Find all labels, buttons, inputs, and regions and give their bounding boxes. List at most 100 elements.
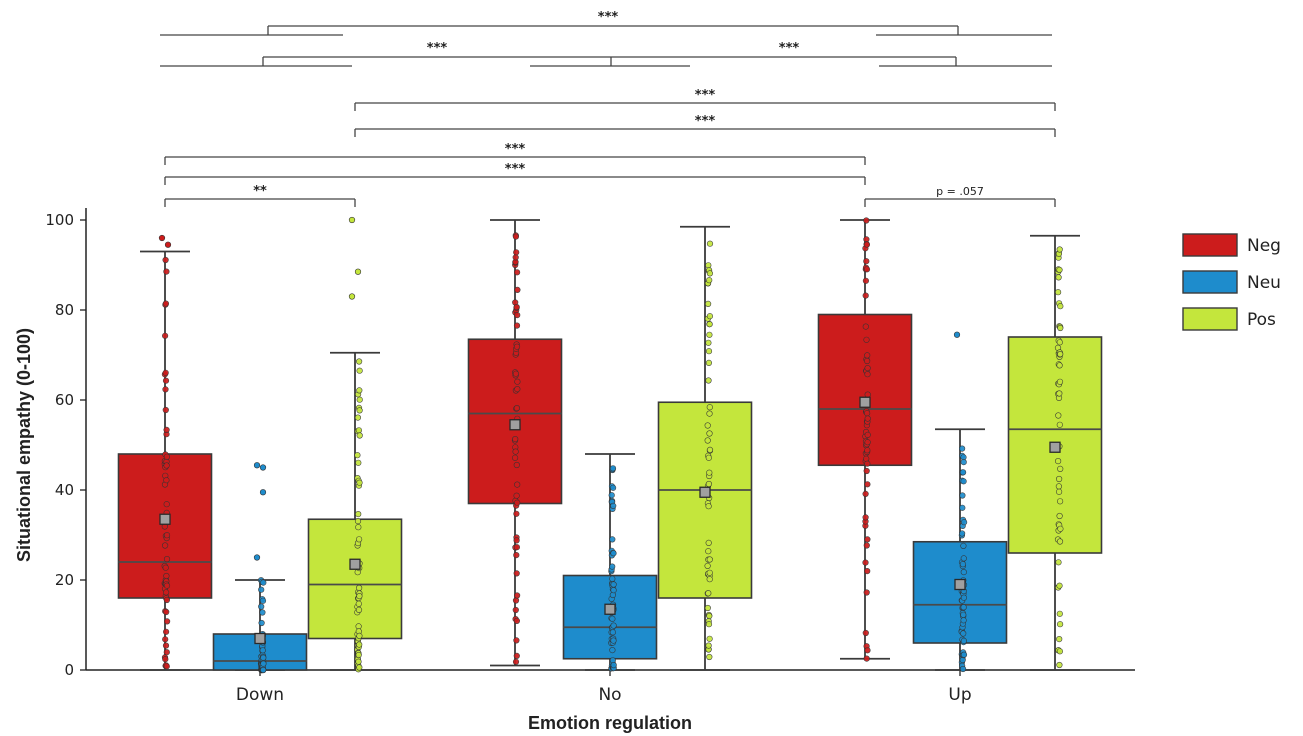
data-point — [356, 479, 363, 486]
outlier-point — [253, 462, 261, 469]
data-point — [355, 658, 362, 665]
data-point — [1056, 339, 1063, 346]
data-point — [610, 502, 617, 510]
data-point — [863, 655, 870, 662]
data-point — [354, 414, 362, 421]
data-point — [864, 536, 871, 543]
data-point — [163, 532, 171, 539]
data-point — [1057, 351, 1064, 358]
mean-marker — [159, 513, 171, 525]
data-point — [960, 604, 967, 611]
data-point — [162, 542, 169, 549]
data-point — [259, 647, 266, 654]
data-point — [864, 460, 871, 467]
data-point — [162, 564, 169, 571]
data-point — [355, 510, 362, 518]
data-point — [705, 348, 713, 355]
data-point — [163, 268, 170, 275]
data-point — [706, 576, 713, 583]
data-point — [959, 469, 967, 476]
data-point — [706, 556, 713, 563]
data-point — [162, 386, 169, 393]
data-point — [862, 559, 869, 566]
data-point — [356, 387, 363, 394]
data-point — [610, 587, 617, 594]
data-point — [705, 480, 713, 488]
data-point — [163, 453, 170, 460]
data-point — [1056, 498, 1064, 505]
data-point — [514, 378, 521, 385]
data-point — [609, 646, 616, 654]
legend: Neg Neu Pos — [1182, 233, 1281, 331]
data-point — [1056, 378, 1064, 385]
data-point — [863, 258, 870, 265]
data-point — [356, 367, 363, 374]
y-tick-label: 40 — [55, 481, 74, 499]
outlier-point — [259, 464, 267, 471]
bracket-no-vs-up-label: *** — [779, 41, 800, 56]
data-point — [960, 568, 967, 576]
data-point — [609, 575, 616, 582]
data-point — [960, 637, 968, 645]
data-point — [1056, 582, 1063, 589]
data-point — [1055, 488, 1063, 495]
data-point — [959, 492, 966, 499]
data-point — [862, 292, 869, 299]
data-point — [706, 430, 713, 437]
data-point — [162, 656, 169, 663]
data-point — [163, 596, 170, 604]
data-point — [164, 618, 171, 625]
data-point — [513, 617, 521, 625]
data-point — [863, 266, 871, 273]
data-point — [512, 658, 520, 665]
data-point — [1056, 635, 1063, 643]
data-point — [260, 579, 267, 586]
mean-marker — [954, 578, 966, 591]
data-point — [862, 629, 869, 637]
significance-label: p = .057 — [936, 185, 984, 198]
data-point — [1057, 303, 1064, 310]
data-point — [1055, 559, 1062, 566]
significance-label: *** — [505, 162, 526, 177]
data-point — [704, 422, 711, 429]
data-point — [514, 286, 521, 294]
data-point — [1055, 274, 1062, 281]
data-point — [705, 548, 712, 555]
data-point — [356, 396, 363, 403]
data-point — [864, 365, 871, 372]
data-point — [513, 537, 520, 544]
data-point — [512, 606, 519, 614]
mean-marker — [509, 419, 521, 431]
y-axis-title: Situational empathy (0-100) — [14, 328, 34, 562]
data-point — [863, 410, 871, 417]
data-point — [864, 447, 871, 454]
bracket-no-vs-up — [611, 56, 1052, 67]
outlier-point — [158, 234, 166, 242]
legend-label-neg: Neg — [1247, 236, 1281, 256]
data-point — [513, 492, 520, 499]
data-point — [864, 647, 871, 654]
data-point — [163, 582, 171, 589]
data-point — [706, 277, 713, 284]
data-point — [514, 481, 521, 488]
box-pos-no — [657, 225, 753, 671]
significance-layer: ************** p = .057 — [164, 88, 1056, 207]
data-point — [356, 432, 363, 439]
box-neu-no — [562, 453, 658, 672]
mean-marker — [859, 396, 871, 408]
data-point — [511, 454, 519, 461]
box-pos-up — [1007, 234, 1103, 671]
data-point — [610, 622, 617, 629]
data-point — [163, 572, 170, 580]
data-point — [355, 459, 362, 466]
data-point — [705, 642, 712, 649]
data-point — [354, 452, 361, 459]
data-point — [162, 377, 170, 384]
data-point — [704, 300, 712, 308]
outlier-point — [348, 293, 356, 300]
mean-marker — [349, 558, 361, 570]
data-point — [706, 240, 714, 247]
data-point — [513, 652, 520, 660]
significance-label: *** — [695, 114, 716, 129]
data-point — [609, 484, 617, 491]
